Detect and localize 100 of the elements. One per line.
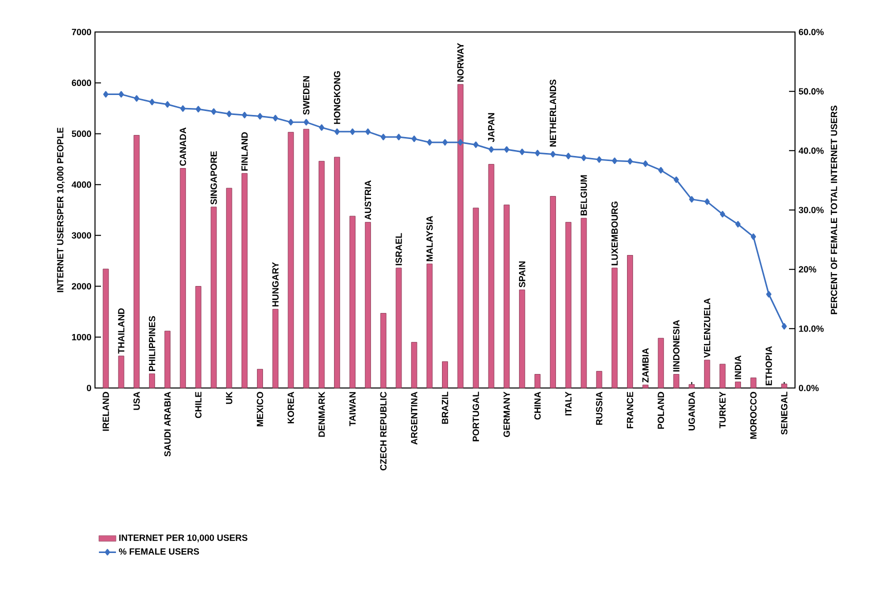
x-tick-label: BRAZIL bbox=[442, 392, 448, 424]
y-tick-label: 0 bbox=[86, 384, 92, 392]
point bbox=[750, 233, 756, 240]
point bbox=[319, 124, 324, 131]
bar bbox=[411, 342, 418, 388]
bar bbox=[565, 222, 572, 388]
x-tick-label: USA bbox=[133, 392, 140, 410]
point bbox=[566, 152, 571, 160]
point bbox=[704, 198, 710, 205]
point bbox=[164, 101, 170, 108]
bar bbox=[380, 312, 386, 388]
x-tick-label: VELENZUELA bbox=[704, 298, 710, 358]
bar bbox=[272, 308, 278, 388]
bar bbox=[519, 290, 526, 388]
point bbox=[612, 158, 618, 164]
point bbox=[504, 146, 510, 153]
x-tick-label: TURKEY bbox=[719, 392, 726, 428]
x-tick-label: HONGKONG bbox=[334, 71, 340, 124]
bar bbox=[596, 370, 602, 388]
x-tick-label: LUXEMBOURG bbox=[611, 202, 618, 266]
x-tick-label: POLAND bbox=[658, 392, 664, 429]
legend-label: % FEMALE USERS bbox=[118, 548, 200, 555]
bar bbox=[472, 208, 479, 388]
point bbox=[596, 156, 602, 163]
bar bbox=[318, 160, 325, 388]
y-axis-title: INTERNET USERSPER 10,000 PEOPLE bbox=[57, 128, 65, 292]
x-tick-label: JAPAN bbox=[488, 113, 494, 142]
bar bbox=[195, 286, 202, 388]
x-tick-label: ETHOPIA bbox=[766, 346, 772, 386]
point bbox=[149, 98, 155, 106]
bar bbox=[102, 268, 109, 388]
y-tick-label: 3000 bbox=[72, 232, 92, 239]
x-tick-label: NORWAY bbox=[457, 42, 464, 82]
point bbox=[103, 91, 108, 98]
point bbox=[134, 95, 140, 102]
point bbox=[380, 134, 386, 140]
point bbox=[242, 112, 248, 118]
point bbox=[689, 196, 694, 203]
bar bbox=[534, 374, 541, 388]
point bbox=[118, 91, 124, 98]
bar bbox=[504, 204, 510, 388]
bar bbox=[627, 255, 634, 388]
bar bbox=[642, 384, 648, 388]
point bbox=[334, 128, 340, 135]
y-tick-label: 4000 bbox=[72, 181, 92, 188]
x-tick-label: NETHERLANDS bbox=[550, 80, 556, 146]
bar bbox=[442, 361, 448, 388]
x-tick-label: PHILIPPINES bbox=[148, 316, 156, 371]
point bbox=[442, 139, 448, 146]
y2-axis-title: PERCENT OF FEMALE TOTAL INTERNET USERS bbox=[830, 106, 838, 314]
point bbox=[257, 113, 263, 120]
x-tick-label: SINGAPORE bbox=[210, 151, 217, 204]
point bbox=[782, 323, 787, 330]
bar bbox=[149, 374, 156, 388]
x-tick-label: MOROCCO bbox=[750, 392, 757, 439]
legend-label: INTERNET PER 10,000 USERS bbox=[119, 534, 248, 542]
y-tick-label: 6000 bbox=[72, 80, 92, 86]
bar bbox=[226, 188, 232, 388]
point bbox=[412, 136, 417, 142]
bar bbox=[488, 164, 494, 388]
bar bbox=[288, 132, 294, 388]
x-tick-label: FINLAND bbox=[241, 132, 248, 171]
bar bbox=[303, 128, 310, 388]
point bbox=[180, 105, 186, 112]
x-tick-label: AUSTRIA bbox=[364, 180, 372, 220]
x-tick-label: FRANCE bbox=[626, 392, 634, 428]
x-tick-label: MALAYSIA bbox=[426, 216, 433, 262]
bar bbox=[242, 173, 248, 388]
bar bbox=[750, 378, 756, 388]
point bbox=[720, 210, 726, 218]
point bbox=[426, 139, 432, 146]
point bbox=[627, 158, 633, 165]
x-tick-label: KOREA bbox=[288, 392, 294, 424]
point bbox=[272, 114, 278, 122]
x-tick-label: IRELAND bbox=[102, 392, 109, 431]
y2-tick-label: 10.0% bbox=[799, 325, 824, 332]
bar bbox=[781, 384, 788, 388]
x-tick-label: ARGENTINA bbox=[410, 392, 418, 445]
x-tick-label: DENMARK bbox=[318, 392, 325, 437]
x-tick-label: UGANDA bbox=[688, 392, 695, 430]
x-tick-label: GERMANY bbox=[504, 392, 510, 437]
bar bbox=[334, 156, 340, 388]
point bbox=[488, 146, 494, 153]
point bbox=[550, 150, 556, 158]
x-tick-label: UK bbox=[226, 392, 232, 404]
point bbox=[365, 128, 371, 135]
bar bbox=[658, 338, 664, 388]
point bbox=[473, 141, 478, 148]
y2-tick-label: 0.0% bbox=[798, 384, 819, 392]
bar bbox=[349, 216, 356, 388]
bar bbox=[134, 134, 140, 388]
x-tick-label: THAILAND bbox=[118, 308, 124, 354]
x-tick-label: SAUDI ARABIA bbox=[164, 392, 171, 457]
y2-tick-label: 20% bbox=[798, 266, 816, 273]
y-tick-label: 1000 bbox=[72, 334, 92, 340]
x-tick-label: ISRAEL bbox=[396, 233, 402, 266]
x-tick-label: IINDONESIA bbox=[673, 320, 680, 372]
x-tick-label: ZAMBIA bbox=[642, 348, 649, 382]
y-tick-label: 7000 bbox=[72, 28, 92, 36]
bar bbox=[180, 168, 186, 388]
